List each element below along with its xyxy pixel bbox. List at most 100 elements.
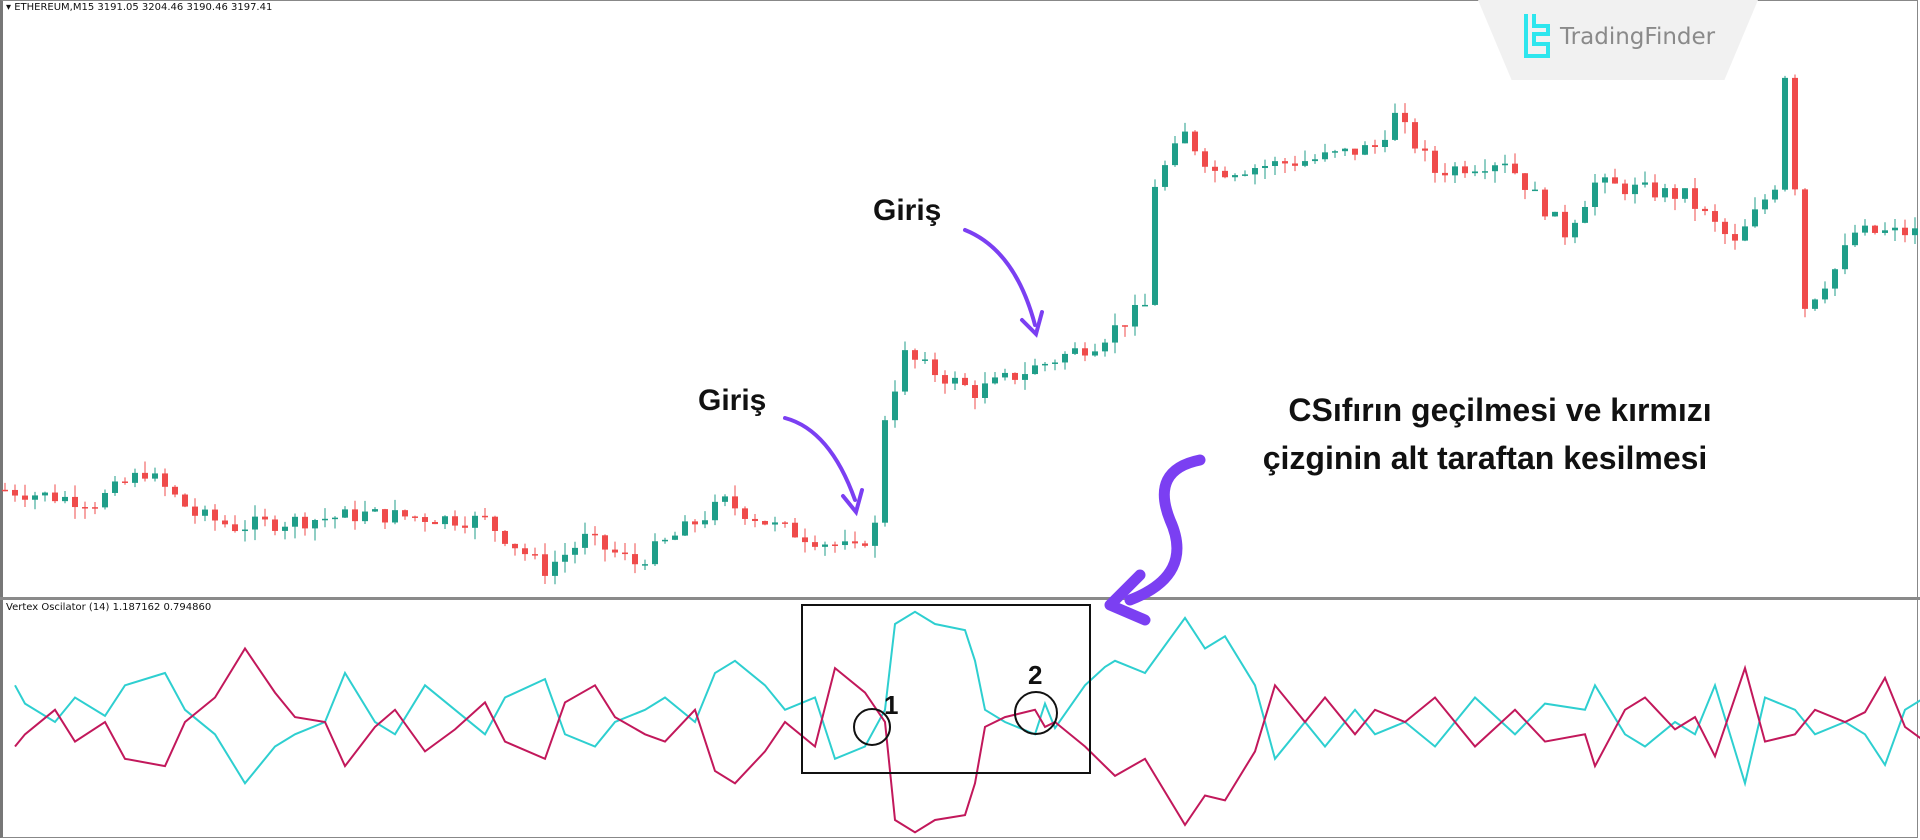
candle-body — [1472, 171, 1478, 174]
candle-body — [1042, 363, 1048, 366]
candle-body — [852, 541, 858, 544]
candle-body — [1322, 152, 1328, 160]
candle-body — [222, 520, 228, 525]
note-arrow-head — [1104, 569, 1151, 626]
candle-body — [1082, 348, 1088, 356]
candle-body — [1372, 145, 1378, 147]
candle-body — [622, 552, 628, 555]
candle-body — [602, 535, 608, 550]
candle-body — [1482, 171, 1488, 173]
candle-body — [502, 530, 508, 544]
candle-body — [172, 486, 178, 495]
candle-body — [12, 489, 18, 496]
candle-body — [572, 547, 578, 555]
candle-body — [1612, 177, 1618, 184]
candle-body — [542, 554, 548, 576]
candle-body — [1182, 131, 1188, 144]
candle-body — [1742, 226, 1748, 241]
candle-body — [1832, 269, 1838, 289]
candle-body — [1622, 183, 1628, 195]
candle-body — [1772, 189, 1778, 200]
candle-body — [1712, 211, 1718, 222]
candle-body — [1152, 186, 1158, 305]
candle-body — [32, 495, 38, 500]
candle-body — [342, 509, 348, 518]
tradingfinder-logo-icon — [1524, 14, 1550, 58]
candle-body — [1542, 189, 1548, 217]
candle-body — [762, 521, 768, 525]
candle-body — [482, 515, 488, 518]
oscillator-line-vi_minus — [14, 646, 1920, 834]
marker-label-1: 1 — [884, 690, 899, 720]
candle-body — [792, 522, 798, 538]
candle-body — [1562, 211, 1568, 238]
candle-body — [1132, 304, 1138, 327]
candle-body — [1452, 166, 1458, 176]
candle-body — [1592, 182, 1598, 207]
logo-text: TradingFinder — [1560, 24, 1716, 50]
candle-body — [592, 533, 598, 536]
oscillator-line-vi_plus — [14, 610, 1920, 788]
candle-body — [1902, 227, 1908, 236]
marker-label-2: 2 — [1028, 660, 1043, 690]
candle-body — [1272, 161, 1278, 166]
candle-body — [1602, 177, 1608, 183]
candle-body — [282, 526, 288, 531]
entry-label-1: Giriş — [698, 384, 767, 417]
candle-body — [2, 489, 8, 492]
candle-body — [632, 554, 638, 565]
candle-body — [1702, 208, 1708, 212]
candle-body — [72, 496, 78, 508]
candle-body — [1392, 112, 1398, 140]
candle-body — [512, 543, 518, 549]
candle-body — [1142, 304, 1148, 307]
candle-body — [612, 549, 618, 553]
candle-body — [1532, 189, 1538, 192]
candle-body — [312, 520, 318, 529]
candle-body — [672, 535, 678, 540]
candle-body — [52, 492, 58, 502]
candle-body — [302, 516, 308, 529]
pane-separator[interactable] — [0, 597, 1920, 600]
candle-body — [1872, 225, 1878, 233]
candle-body — [202, 509, 208, 516]
candle-body — [362, 511, 368, 522]
candle-body — [1912, 228, 1918, 236]
candle-body — [1522, 173, 1528, 190]
candle-body — [252, 516, 258, 530]
candle-body — [232, 524, 238, 532]
candle-body — [772, 522, 778, 525]
candle-body — [1792, 77, 1798, 190]
candle-body — [1422, 148, 1428, 151]
candle-body — [352, 509, 358, 522]
candle-body — [952, 377, 958, 384]
candle-body — [692, 521, 698, 525]
candle-body — [1812, 299, 1818, 309]
candle-body — [152, 473, 158, 479]
candle-body — [192, 506, 198, 516]
candle-body — [902, 350, 908, 392]
candle-body — [1822, 288, 1828, 300]
candle-body — [1672, 188, 1678, 199]
candle-body — [262, 516, 268, 520]
candle-body — [162, 473, 168, 487]
candle-body — [1892, 227, 1898, 231]
symbol-info: ETHEREUM,M15 3191.05 3204.46 3190.46 319… — [14, 2, 273, 13]
candle-body — [322, 518, 328, 521]
candle-body — [82, 507, 88, 509]
candle-body — [1212, 166, 1218, 171]
candle-body — [702, 520, 708, 525]
candle-body — [1732, 234, 1738, 241]
candle-body — [682, 521, 688, 536]
candle-body — [1502, 163, 1508, 166]
candle-body — [42, 492, 48, 496]
candle-body — [1202, 151, 1208, 167]
candle-body — [1402, 112, 1408, 123]
candle-body — [142, 472, 148, 479]
candle-body — [812, 542, 818, 547]
note-line-2: çizginin alt taraftan kesilmesi — [1262, 440, 1708, 476]
candle-body — [912, 350, 918, 360]
candle-body — [1112, 325, 1118, 343]
candle-body — [642, 564, 648, 566]
candle-body — [1652, 182, 1658, 198]
